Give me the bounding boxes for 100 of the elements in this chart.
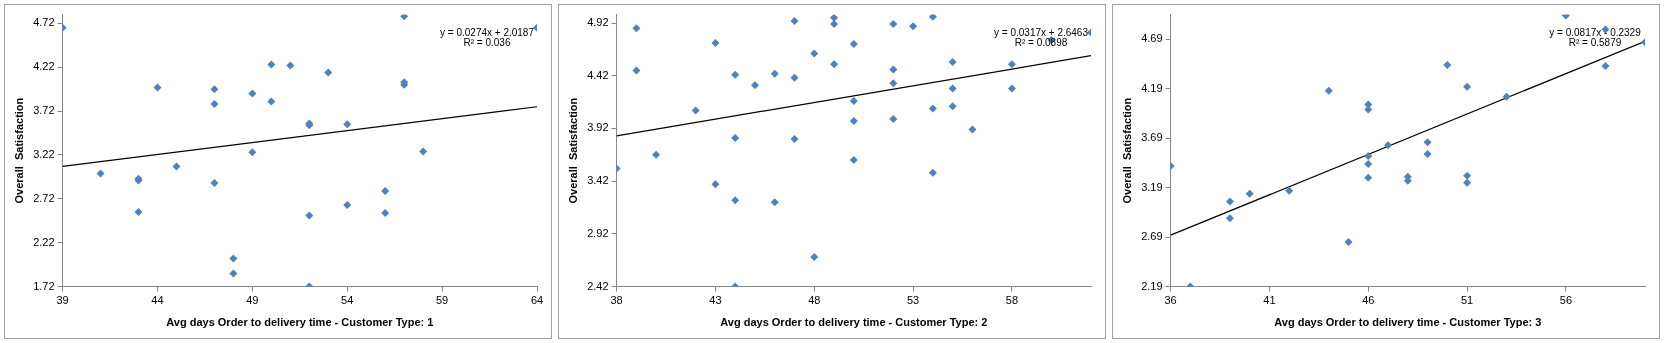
point [1463, 82, 1472, 91]
x-tick-label: 44 [151, 294, 164, 307]
point [1364, 152, 1373, 161]
point [889, 114, 898, 123]
point [928, 168, 937, 177]
x-tick-label: 38 [610, 294, 623, 307]
point [210, 179, 219, 188]
point [172, 162, 181, 171]
point [652, 150, 661, 159]
point [210, 100, 219, 109]
x-tick-label: 49 [246, 294, 259, 307]
x-tick-label: 46 [1362, 294, 1375, 307]
x-axis-title: Avg days Order to delivery time - Customer Type: 2 [720, 316, 988, 329]
point [1225, 197, 1234, 206]
x-tick-label: 51 [1460, 294, 1474, 307]
x-tick-label: 56 [1559, 294, 1573, 307]
point [381, 208, 390, 217]
point [1423, 138, 1432, 147]
point [1285, 186, 1294, 195]
point [909, 22, 918, 31]
y-tick-label: 4.69 [1141, 32, 1163, 45]
point [96, 169, 105, 178]
x-axis-title: Avg days Order to delivery time - Customer Type: 1 [166, 316, 434, 329]
point [790, 73, 799, 82]
point [343, 201, 352, 209]
point [928, 14, 937, 21]
x-tick-label: 53 [906, 294, 920, 307]
x-tick-label: 41 [1263, 294, 1276, 307]
point [1463, 171, 1472, 180]
x-tick-label: 48 [808, 294, 821, 307]
point [790, 16, 799, 25]
point [248, 148, 257, 157]
point [948, 58, 957, 67]
point [1007, 60, 1016, 69]
point [632, 24, 641, 33]
point [1324, 86, 1333, 95]
point [210, 85, 219, 94]
y-tick-label: 4.92 [587, 16, 609, 29]
y-tick-label: 2.19 [1141, 279, 1163, 292]
point [267, 60, 276, 69]
y-tick-label: 3.72 [33, 104, 55, 117]
y-tick-label: 3.69 [1141, 131, 1163, 144]
x-tick-label: 59 [436, 294, 449, 307]
point [1463, 178, 1472, 187]
y-tick-label: 4.42 [587, 68, 609, 81]
y-tick-label: 4.22 [33, 60, 55, 73]
point [928, 104, 937, 113]
point [1245, 189, 1254, 198]
point [711, 39, 720, 48]
point [229, 269, 238, 278]
y-tick-label: 3.92 [587, 121, 609, 134]
point [632, 66, 641, 75]
point [810, 49, 819, 58]
annotation: y = 0.0817x - 0.2329 [1549, 27, 1642, 39]
point [1601, 62, 1610, 71]
y-tick-label: 1.72 [33, 279, 55, 292]
point [1364, 159, 1373, 168]
point [830, 14, 839, 22]
point [1344, 238, 1353, 247]
point [790, 135, 799, 143]
point [1502, 92, 1511, 101]
point [731, 70, 740, 79]
x-tick-label: 43 [709, 294, 722, 307]
y-tick-label: 3.42 [587, 174, 609, 187]
point [948, 102, 957, 111]
point [1601, 25, 1610, 34]
point [134, 208, 143, 217]
point [1423, 150, 1432, 159]
point [324, 68, 333, 77]
x-tick-label: 39 [56, 294, 69, 307]
point [849, 117, 858, 126]
y-tick-label: 3.22 [33, 148, 55, 161]
point [381, 186, 390, 195]
point [1443, 61, 1452, 70]
annotation: R² = 0.036 [463, 37, 511, 49]
y-tick-label: 2.69 [1141, 230, 1163, 243]
point [810, 253, 819, 262]
point [889, 65, 898, 74]
x-axis-title: Avg days Order to delivery time - Customer Type: 3 [1274, 316, 1542, 329]
x-tick-label: 58 [1005, 294, 1019, 307]
point [849, 40, 858, 49]
point [248, 89, 257, 98]
point [830, 60, 839, 69]
y-axis-title: Overall Satisfaction [1120, 97, 1133, 204]
point [691, 106, 700, 115]
annotation: y = 0.0317x + 2.6463 [994, 27, 1089, 39]
point [849, 97, 858, 106]
point [731, 196, 740, 205]
point [731, 133, 740, 142]
point [267, 97, 276, 106]
point [770, 198, 779, 207]
point [770, 69, 779, 78]
y-tick-label: 4.72 [33, 16, 55, 29]
y-axis-title: Overall Satisfaction [566, 97, 579, 204]
point [419, 147, 428, 156]
point [1364, 173, 1373, 182]
x-tick-label: 36 [1164, 294, 1177, 307]
point [830, 20, 839, 29]
y-tick-label: 2.22 [33, 235, 55, 248]
annotation: y = 0.0274x + 2.0187 [440, 27, 535, 39]
